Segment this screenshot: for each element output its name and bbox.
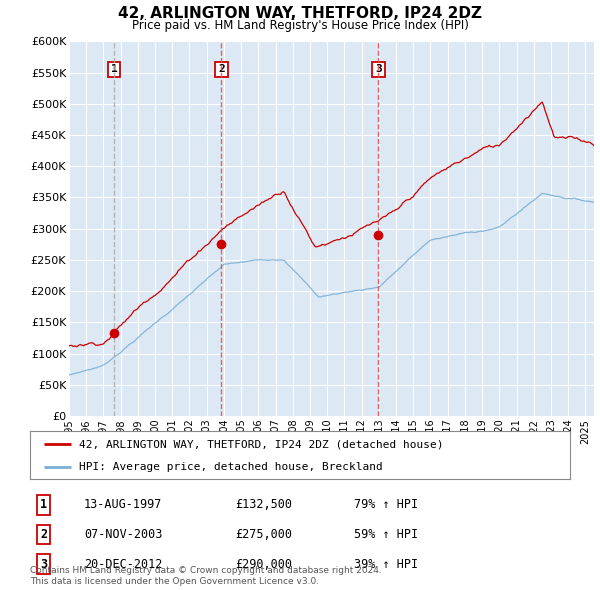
Text: 2: 2	[40, 528, 47, 541]
Text: 13-AUG-1997: 13-AUG-1997	[84, 499, 163, 512]
Text: 3: 3	[40, 558, 47, 571]
Text: 42, ARLINGTON WAY, THETFORD, IP24 2DZ (detached house): 42, ARLINGTON WAY, THETFORD, IP24 2DZ (d…	[79, 439, 443, 449]
Text: 1: 1	[110, 64, 118, 74]
Text: HPI: Average price, detached house, Breckland: HPI: Average price, detached house, Brec…	[79, 462, 382, 472]
Text: 20-DEC-2012: 20-DEC-2012	[84, 558, 163, 571]
Text: £132,500: £132,500	[235, 499, 292, 512]
Text: 39% ↑ HPI: 39% ↑ HPI	[354, 558, 418, 571]
Text: Contains HM Land Registry data © Crown copyright and database right 2024.
This d: Contains HM Land Registry data © Crown c…	[30, 566, 382, 586]
Text: 1: 1	[40, 499, 47, 512]
Text: 07-NOV-2003: 07-NOV-2003	[84, 528, 163, 541]
Text: £290,000: £290,000	[235, 558, 292, 571]
Text: 42, ARLINGTON WAY, THETFORD, IP24 2DZ: 42, ARLINGTON WAY, THETFORD, IP24 2DZ	[118, 6, 482, 21]
Text: Price paid vs. HM Land Registry's House Price Index (HPI): Price paid vs. HM Land Registry's House …	[131, 19, 469, 32]
Text: £275,000: £275,000	[235, 528, 292, 541]
Text: 59% ↑ HPI: 59% ↑ HPI	[354, 528, 418, 541]
Text: 2: 2	[218, 64, 225, 74]
Text: 79% ↑ HPI: 79% ↑ HPI	[354, 499, 418, 512]
Text: 3: 3	[375, 64, 382, 74]
